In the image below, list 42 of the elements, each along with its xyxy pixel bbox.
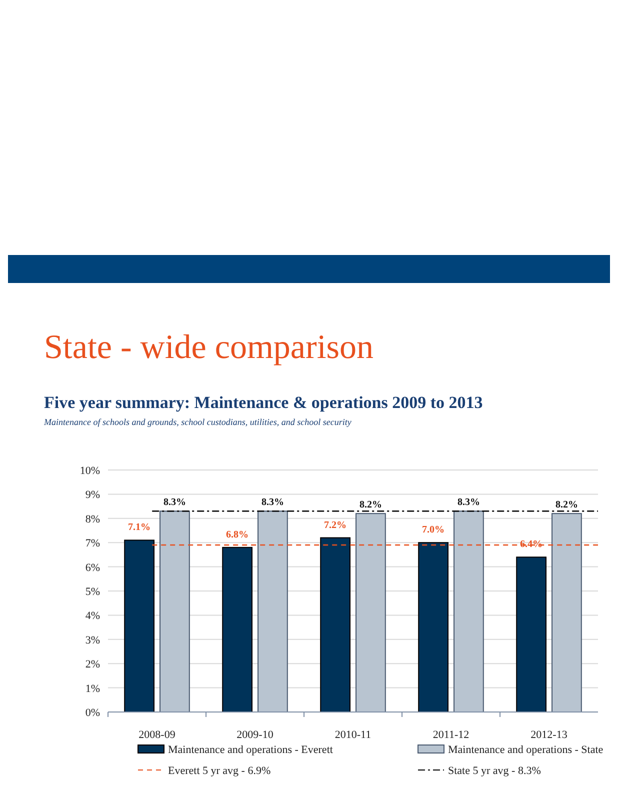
y-tick-label: 10% — [80, 465, 100, 477]
data-label: 8.3% — [457, 497, 480, 508]
y-tick-label: 8% — [85, 513, 100, 526]
legend-label: Everett 5 yr avg - 6.9% — [168, 765, 271, 777]
y-tick-label: 6% — [85, 562, 100, 574]
y-tick-label: 4% — [85, 610, 100, 622]
bar — [418, 542, 448, 712]
x-tick-label: 2009-10 — [236, 729, 274, 741]
x-tick-label: 2008-09 — [138, 729, 176, 741]
y-tick-label: 1% — [85, 682, 100, 695]
x-tick-label: 2012-13 — [530, 729, 568, 741]
x-tick-label: 2010-11 — [334, 729, 372, 741]
data-label: 6.8% — [226, 529, 249, 540]
data-label: 8.2% — [555, 500, 578, 511]
data-label: 8.3% — [163, 497, 186, 508]
data-label: 8.3% — [261, 497, 284, 508]
bar — [516, 556, 546, 712]
y-tick-label: 2% — [85, 658, 100, 671]
data-label: 7.2% — [324, 520, 347, 531]
y-tick-label: 9% — [85, 489, 100, 502]
bar — [222, 546, 252, 712]
legend-label: Maintenance and operations - Everett — [168, 744, 333, 756]
y-tick-label: 3% — [85, 634, 100, 646]
bar — [552, 513, 582, 712]
bar — [124, 540, 154, 712]
bar — [258, 510, 288, 712]
data-label: 8.2% — [359, 500, 382, 511]
y-tick-label: 5% — [85, 586, 100, 598]
data-label: 7.1% — [128, 522, 151, 534]
y-tick-label: 0% — [85, 707, 100, 719]
text: Maintenance of schools and grounds, school custodians, utilities, and school security — [43, 417, 352, 427]
y-tick-label: 7% — [85, 538, 100, 550]
bar — [454, 510, 484, 712]
chart-title: State - wide comparison — [44, 329, 374, 366]
data-label: 7.0% — [422, 524, 445, 536]
bar — [160, 510, 190, 712]
legend-label: Maintenance and operations - State — [448, 744, 604, 756]
bar — [356, 513, 386, 712]
legend-label: State 5 yr avg - 8.3% — [448, 765, 541, 777]
x-tick-label: 2011-12 — [432, 729, 470, 741]
bar — [320, 537, 350, 712]
chart-subtitle: Five year summary: Maintenance & operations 2009 to 2013 — [44, 393, 483, 412]
